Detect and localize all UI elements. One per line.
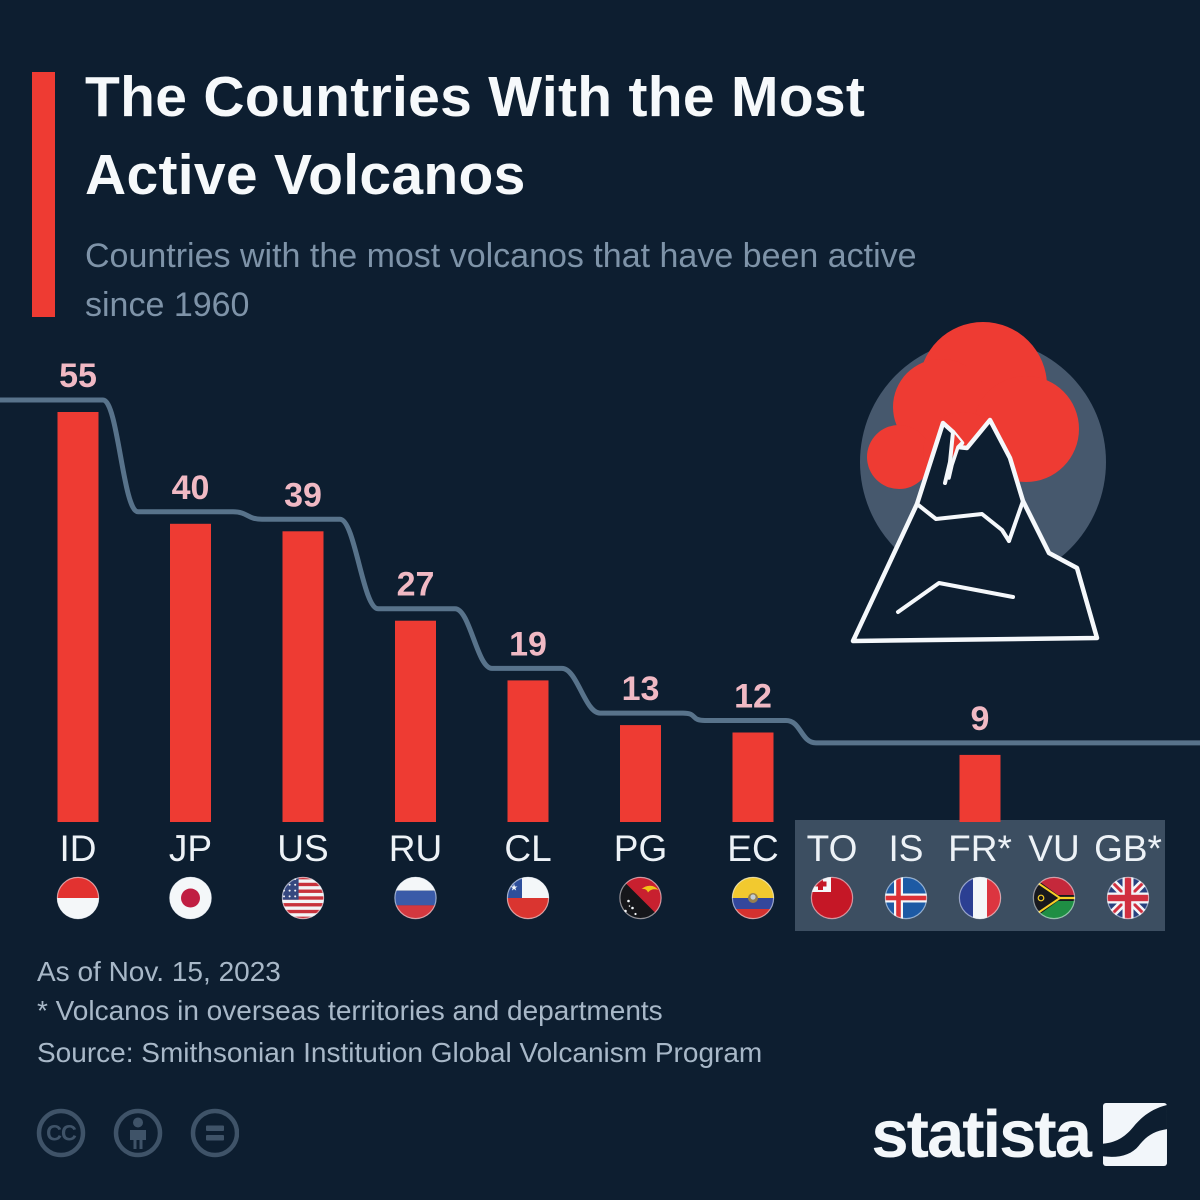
statista-logo-text: statista (871, 1097, 1092, 1172)
bar-PG (620, 725, 661, 822)
subtitle-line-1: Countries with the most volcanos that ha… (85, 237, 917, 275)
value-label-US: 39 (284, 476, 322, 514)
bar-JP (170, 523, 211, 822)
statista-branding: statista (871, 1096, 1167, 1173)
flag-papua-new-guinea (619, 876, 662, 920)
flag-united-kingdom (1106, 876, 1150, 920)
flag-iceland (884, 876, 928, 920)
flag-france (958, 876, 1002, 920)
country-label-cl: CL (504, 828, 551, 869)
country-label-id: ID (60, 828, 97, 869)
svg-text:CC: CC (46, 1121, 77, 1146)
source-line: Source: Smithsonian Institution Global V… (37, 1037, 763, 1068)
country-label-vu: VU (1028, 828, 1079, 869)
value-label-JP: 40 (172, 469, 210, 507)
page-title: The Countries With the Most Active Volca… (85, 58, 865, 214)
subtitle-line-2: since 1960 (85, 286, 250, 325)
bar-EC (732, 732, 774, 822)
svg-text:★: ★ (510, 884, 518, 894)
value-label-EC: 12 (734, 678, 772, 716)
bar-tied-group (959, 754, 1001, 822)
country-label-jp: JP (169, 828, 212, 869)
value-label-CL: 19 (509, 625, 547, 663)
country-label-is: IS (889, 828, 924, 869)
value-label-ID: 55 (59, 357, 97, 395)
flag-chile: ★ (506, 876, 550, 920)
title-line-2: Active Volcanos (85, 143, 526, 208)
bar-ID (57, 412, 99, 822)
country-label-gb: GB* (1094, 828, 1162, 869)
bar-CL (507, 680, 549, 822)
value-label-PG: 13 (622, 670, 660, 708)
bar-US (282, 531, 324, 822)
flag-vanuatu (1032, 876, 1076, 920)
as-of-date: As of Nov. 15, 2023 (37, 956, 281, 987)
statista-logo-icon (1103, 1103, 1167, 1166)
flag-russia (394, 876, 437, 920)
cc-icon: CC (36, 1108, 86, 1158)
flag-indonesia (56, 876, 100, 920)
page-subtitle: Countries with the most volcanos that ha… (85, 232, 917, 331)
flag-united-states (281, 876, 325, 920)
title-accent-bar (32, 72, 55, 317)
country-label-pg: PG (614, 828, 667, 869)
value-label-tied-group: 9 (971, 700, 990, 738)
country-label-to: TO (807, 828, 858, 869)
value-label-RU: 27 (397, 566, 435, 604)
flag-japan (169, 876, 212, 920)
volcano-illustration (850, 322, 1106, 644)
country-label-us: US (277, 828, 328, 869)
bar-RU (395, 620, 436, 822)
cc-nd-equals-icon (190, 1108, 240, 1158)
cc-license-icons: CC (34, 1106, 240, 1165)
country-label-ec: EC (727, 828, 778, 869)
country-label-fr: FR* (948, 828, 1012, 869)
step-line (0, 397, 1200, 746)
flag-ecuador (731, 876, 775, 920)
footnote: * Volcanos in overseas territories and d… (37, 995, 663, 1026)
cc-by-person-icon (113, 1108, 163, 1158)
title-line-1: The Countries With the Most (85, 65, 866, 129)
country-label-ru: RU (389, 828, 442, 869)
footer: As of Nov. 15, 2023 * Volcanos in overse… (37, 952, 762, 1072)
mountain-icon (850, 417, 1100, 644)
